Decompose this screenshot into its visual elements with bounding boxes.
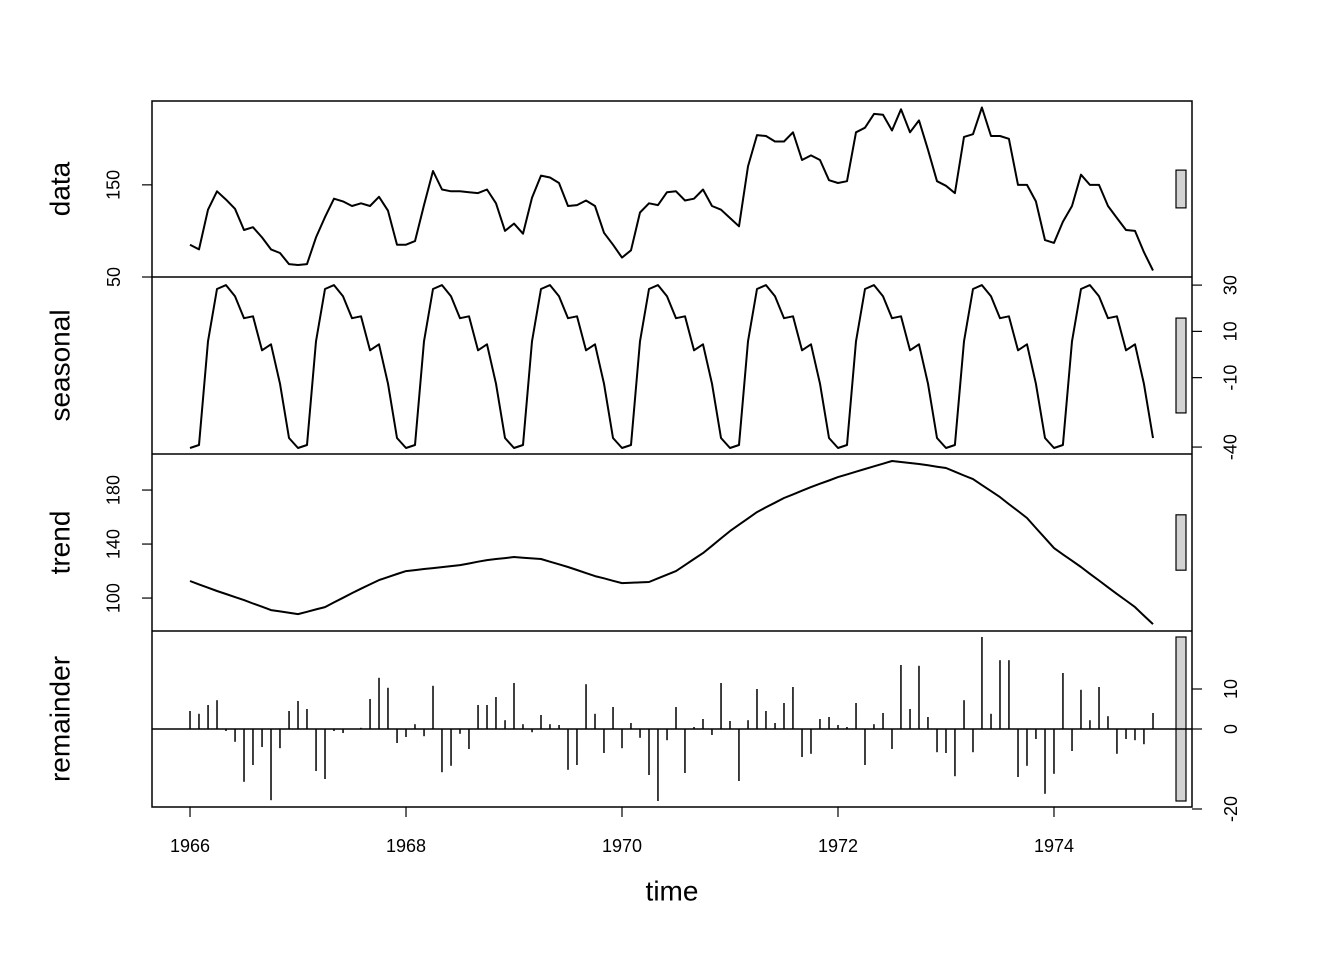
y-tick-label: 10: [1221, 321, 1241, 341]
series-line: [189, 284, 1154, 449]
x-tick-label: 1972: [818, 836, 858, 856]
series-line: [189, 460, 1154, 625]
x-axis-label: time: [646, 875, 699, 906]
range-bar: [1175, 514, 1187, 571]
y-tick-label: 140: [104, 529, 124, 559]
range-bar: [1175, 317, 1187, 414]
y-tick-label: -20: [1221, 796, 1241, 822]
panel-label: trend: [44, 511, 75, 575]
y-tick-label: 100: [104, 583, 124, 613]
panel-label: seasonal: [44, 309, 75, 421]
x-tick-label: 1968: [386, 836, 426, 856]
x-tick-label: 1970: [602, 836, 642, 856]
x-tick-label: 1966: [170, 836, 210, 856]
y-tick-label: 50: [104, 267, 124, 287]
x-tick-label: 1974: [1034, 836, 1074, 856]
series-line: [189, 106, 1154, 271]
range-bar: [1175, 169, 1187, 209]
y-tick-label: 30: [1221, 275, 1241, 295]
y-tick-label: -40: [1221, 434, 1241, 460]
y-tick-label: -10: [1221, 365, 1241, 391]
y-tick-label: 180: [104, 475, 124, 505]
panel-label: data: [44, 161, 75, 216]
y-tick-label: 0: [1221, 724, 1241, 734]
y-tick-label: 150: [104, 170, 124, 200]
y-tick-label: 10: [1221, 679, 1241, 699]
panel-label: remainder: [44, 656, 75, 782]
range-bar: [1175, 636, 1187, 802]
